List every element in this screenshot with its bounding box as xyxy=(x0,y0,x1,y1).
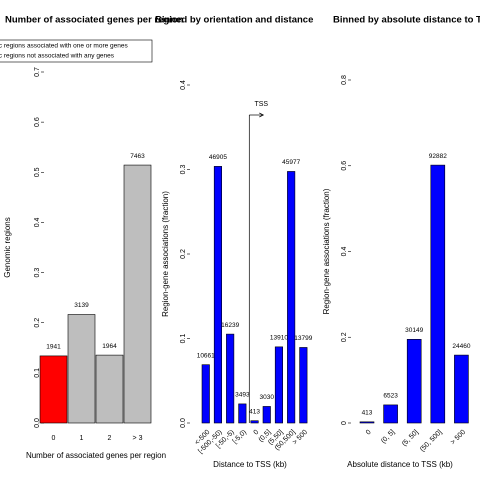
bar xyxy=(287,171,296,424)
bar xyxy=(250,420,259,424)
count-label: 1964 xyxy=(102,343,117,350)
count-label: 46905 xyxy=(209,154,227,161)
bar xyxy=(430,164,446,424)
y-tick-label: 0.4 xyxy=(34,217,41,227)
legend-label: Genomic regions not associated with any … xyxy=(0,53,115,60)
bar xyxy=(274,346,284,424)
chart-title: Number of associated genes per region xyxy=(5,15,184,26)
bar xyxy=(95,354,124,424)
bar xyxy=(39,355,68,424)
y-tick-label: 0 xyxy=(341,421,348,425)
legend-box xyxy=(0,39,153,63)
y-tick-label: 0.7 xyxy=(34,67,41,77)
x-tick-label: 0 xyxy=(365,429,373,437)
count-label: 30149 xyxy=(405,327,423,334)
chart-title: Binned by orientation and distance xyxy=(155,15,313,26)
chart-title: Binned by absolute distance to TSS xyxy=(333,15,480,26)
bar xyxy=(406,339,422,424)
y-tick-label: 0.3 xyxy=(180,165,187,175)
count-label: 413 xyxy=(249,408,260,415)
x-tick-label: 0 xyxy=(52,435,56,442)
bar xyxy=(123,164,152,424)
annotation: TSS xyxy=(254,101,268,108)
y-tick-label: 0.2 xyxy=(341,332,348,342)
count-label: 1941 xyxy=(46,344,61,351)
bar xyxy=(454,354,469,424)
x-tick-label: 1 xyxy=(80,435,84,442)
bar xyxy=(238,403,247,424)
y-tick-label: 0.6 xyxy=(341,161,348,171)
tss-arrowhead xyxy=(259,112,265,118)
count-label: 3139 xyxy=(74,302,89,309)
y-tick-label: 0.2 xyxy=(180,249,187,259)
y-tick-label: 0.4 xyxy=(341,247,348,257)
x-axis-label: Number of associated genes per region xyxy=(26,451,166,460)
y-tick-label: 0.0 xyxy=(34,418,41,428)
x-tick-label: [-5,0) xyxy=(232,429,249,446)
y-tick-label: 0.1 xyxy=(180,334,187,344)
count-label: 16239 xyxy=(221,322,239,329)
y-tick-label: 0.5 xyxy=(34,167,41,177)
bar xyxy=(213,166,222,424)
count-label: 3030 xyxy=(260,394,275,401)
count-label: 413 xyxy=(362,410,373,417)
y-axis-label: Region-gene associations (fraction) xyxy=(161,191,170,317)
y-tick-label: 0.8 xyxy=(341,75,348,85)
bar xyxy=(383,404,398,424)
x-axis-label: Absolute distance to TSS (kb) xyxy=(347,460,453,469)
x-tick-label: > 3 xyxy=(133,435,143,442)
count-label: 6523 xyxy=(383,393,398,400)
bar xyxy=(299,347,308,424)
count-label: 10661 xyxy=(197,352,215,359)
y-tick-label: 0.1 xyxy=(34,368,41,378)
legend-label: Genomic regions associated with one or m… xyxy=(0,43,128,50)
count-label: 45977 xyxy=(282,159,300,166)
count-label: 13799 xyxy=(294,335,312,342)
x-tick-label: (50, 500] xyxy=(419,429,444,454)
y-tick-label: 0.4 xyxy=(180,80,187,90)
x-axis-label: Distance to TSS (kb) xyxy=(213,460,287,469)
y-tick-label: 0.0 xyxy=(180,418,187,428)
y-tick-label: 0.3 xyxy=(34,268,41,278)
x-tick-label: > 500 xyxy=(450,429,468,447)
count-label: 24460 xyxy=(452,343,470,350)
x-tick-label: (0, 5] xyxy=(380,429,396,445)
bar xyxy=(359,421,375,424)
count-label: 92882 xyxy=(429,153,447,160)
bar xyxy=(262,406,271,424)
bar xyxy=(201,364,210,424)
y-tick-label: 0.6 xyxy=(34,117,41,127)
x-tick-label: 0 xyxy=(253,429,261,437)
count-label: 3493 xyxy=(235,392,250,399)
bar xyxy=(226,333,235,424)
x-tick-label: 2 xyxy=(108,435,112,442)
count-label: 7463 xyxy=(130,153,145,160)
y-axis-label: Region-gene associations (fraction) xyxy=(322,188,331,314)
bar xyxy=(67,314,96,424)
x-tick-label: (5, 50] xyxy=(401,429,420,448)
y-tick-label: 0.2 xyxy=(34,318,41,328)
y-axis-label: Genomic regions xyxy=(3,217,12,277)
count-label: 13910 xyxy=(270,335,288,342)
